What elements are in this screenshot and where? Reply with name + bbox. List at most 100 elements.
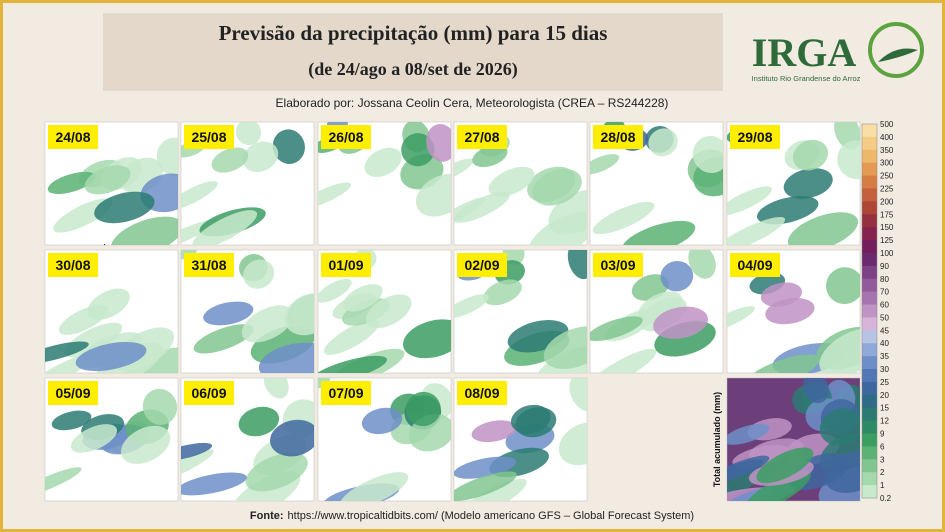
- map-tile: 06/09: [180, 377, 315, 502]
- precip-area: [211, 147, 249, 173]
- date-label: 28/08: [600, 129, 635, 145]
- precip-area: [258, 342, 314, 373]
- color-swatch: [862, 175, 877, 189]
- date-badge: [321, 381, 371, 405]
- date-label: 05/09: [55, 385, 90, 401]
- precip-area: [727, 306, 755, 332]
- colorbar-label: 225: [880, 184, 894, 193]
- color-swatch: [862, 330, 877, 344]
- precip-area: [543, 326, 587, 369]
- color-swatch: [862, 446, 877, 460]
- precip-area: [590, 348, 657, 373]
- map-tile: 31/08: [180, 249, 315, 374]
- date-badge: [457, 381, 507, 405]
- colorbar-label: 9: [880, 430, 885, 439]
- precip-area: [318, 355, 387, 373]
- precip-area: [203, 301, 254, 326]
- colorbar-label: 175: [880, 210, 894, 219]
- date-badge: [730, 125, 780, 149]
- color-swatch: [862, 252, 877, 267]
- date-label: 26/08: [328, 129, 363, 145]
- precip-area: [532, 168, 582, 206]
- precip-area: [653, 306, 708, 339]
- map-tile: 29/08: [726, 121, 861, 246]
- precip-area: [318, 182, 352, 209]
- precip-area: [339, 472, 409, 501]
- precip-area: [592, 201, 655, 235]
- color-swatch: [862, 162, 877, 177]
- color-swatch: [862, 394, 877, 409]
- precip-area: [238, 406, 280, 437]
- date-label: 04/09: [737, 257, 772, 273]
- color-swatch: [862, 188, 877, 202]
- precip-area: [181, 442, 213, 461]
- date-badge: [184, 253, 234, 277]
- color-swatch: [862, 433, 877, 447]
- precip-area: [84, 165, 131, 195]
- precip-area: [454, 456, 517, 479]
- colorbar-border: [861, 123, 878, 499]
- color-swatch: [862, 369, 877, 383]
- precip-area: [456, 478, 527, 501]
- precip: [181, 250, 314, 373]
- map-tile: 02/09: [453, 249, 588, 374]
- date-badge: [457, 253, 507, 277]
- precip-area: [837, 140, 860, 180]
- map-tile: 03/09: [589, 249, 724, 374]
- colorbar-label: 70: [880, 288, 889, 297]
- map-tile: 04/09: [726, 249, 861, 374]
- map-tile: 26/08: [317, 121, 452, 246]
- precip-area: [471, 420, 517, 443]
- precip-area: [792, 139, 829, 171]
- date-badge: [48, 125, 98, 149]
- date-badge: [184, 381, 234, 405]
- color-swatch: [862, 407, 877, 422]
- precip-area: [819, 328, 860, 373]
- precip-area: [510, 404, 551, 434]
- color-swatch: [862, 291, 877, 306]
- map-tile: 25/08: [180, 121, 315, 246]
- precip-area: [364, 147, 402, 178]
- precip-area: [47, 171, 96, 194]
- precip-area: [567, 250, 587, 280]
- color-swatch: [862, 304, 877, 318]
- precip: [727, 378, 860, 501]
- map-tile: 07/09: [317, 377, 452, 502]
- precip-area: [318, 278, 352, 303]
- precip-area: [245, 452, 308, 492]
- color-swatch: [862, 149, 877, 164]
- logo-leaf: [878, 48, 918, 62]
- precip-area: [272, 129, 305, 164]
- precip-area: [263, 378, 289, 399]
- color-swatch: [862, 459, 877, 473]
- title-box: [103, 13, 723, 91]
- precip-area: [756, 195, 819, 225]
- color-swatch: [862, 420, 877, 435]
- date-label: 01/09: [328, 257, 363, 273]
- precip-area: [51, 410, 92, 431]
- precip: [47, 137, 178, 245]
- precip-area: [45, 467, 82, 498]
- colorbar-label: 25: [880, 378, 889, 387]
- colorbar-label: 100: [880, 249, 894, 258]
- logo-tagline: Instituto Rio Grandense do Arroz: [752, 74, 861, 83]
- colorbar-label: 90: [880, 262, 889, 271]
- precip-area: [534, 346, 587, 373]
- precip-area: [787, 212, 859, 245]
- precip-area: [122, 347, 178, 373]
- precip-area: [688, 250, 716, 279]
- footer-text: https://www.tropicaltidbits.com/ (Modelo…: [288, 510, 695, 522]
- colorbar-label: 6: [880, 442, 885, 451]
- date-label: 08/09: [464, 385, 499, 401]
- precip-area: [193, 324, 254, 354]
- precip-area: [284, 293, 314, 336]
- precip-area: [569, 378, 587, 412]
- colorbar-label: 60: [880, 301, 889, 310]
- colorbar-label: 350: [880, 146, 894, 155]
- precip: [45, 388, 178, 498]
- precip-area: [590, 154, 620, 175]
- precip-area: [405, 391, 441, 427]
- color-swatch: [862, 317, 877, 331]
- precip-area: [660, 260, 694, 292]
- precip-area: [727, 217, 786, 245]
